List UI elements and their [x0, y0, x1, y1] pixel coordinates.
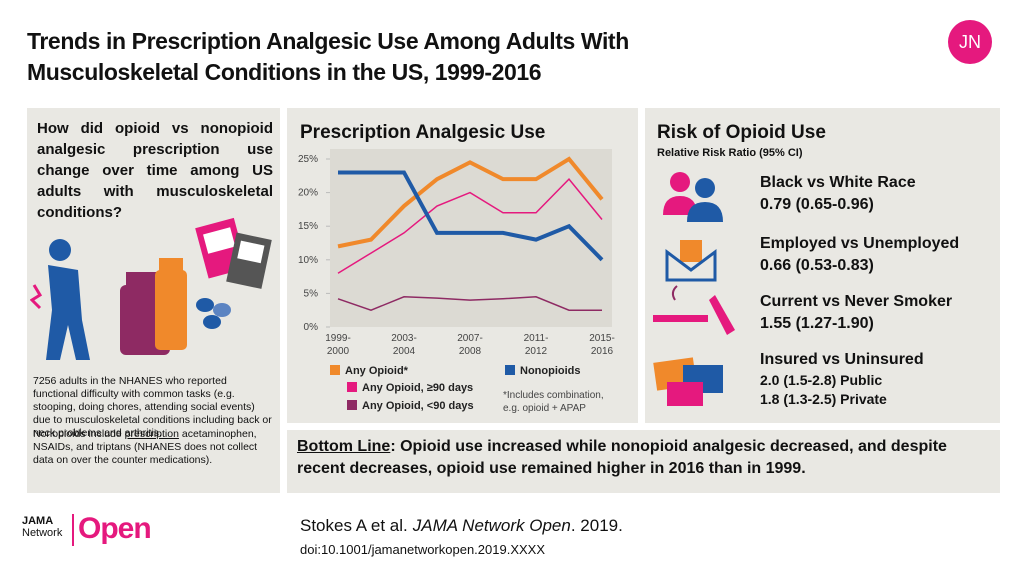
series-line [337, 178, 603, 274]
legend-swatch [347, 400, 357, 410]
risk-label: Current vs Never Smoker [760, 293, 953, 310]
note-underline: prescription [124, 428, 179, 440]
plot-area [330, 149, 612, 327]
risk-value: 1.55 (1.27-1.90) [760, 315, 874, 332]
citation-journal: JAMA Network Open [412, 516, 571, 535]
risk-value: 2.0 (1.5-2.8) Public [760, 372, 883, 388]
risk-icons [653, 172, 735, 406]
chart: 0%5%10%15%20%25%1999-20002003-20042007-2… [298, 149, 615, 414]
citation-doi: doi:10.1001/jamanetworkopen.2019.XXXX [300, 542, 546, 557]
risk-label: Insured vs Uninsured [760, 351, 924, 368]
x-tick-label: 1999- 2000 [325, 333, 351, 357]
x-tick-label: 2011- 2012 [524, 333, 549, 357]
risk-value: 0.66 (0.53-0.83) [760, 257, 874, 274]
x-tick-line: 2003- [391, 333, 417, 344]
risk-subtitle: Relative Risk Ratio (95% CI) [657, 147, 803, 159]
risk-label: Employed vs Unemployed [760, 235, 960, 252]
logo-open: Open [78, 512, 152, 545]
risk-item: Black vs White Race 0.79 (0.65-0.96) [760, 172, 916, 216]
x-tick-line: 1999- [325, 333, 351, 344]
logo-network: Network [22, 527, 63, 539]
x-tick-line: 2011- [524, 333, 549, 344]
x-tick-line: 2000 [327, 346, 350, 357]
risk-title: Risk of Opioid Use [657, 122, 826, 143]
risk-label: Black vs White Race [760, 174, 916, 191]
chart-title: Prescription Analgesic Use [300, 122, 546, 143]
note-text: acetaminophen, NSAIDs, and triptans (NHA… [33, 428, 258, 466]
risk-value: 1.8 (1.3-2.5) Private [760, 391, 887, 407]
risk-item: Insured vs Uninsured 2.0 (1.5-2.8) Public… [760, 349, 924, 409]
citation: Stokes A et al. JAMA Network Open. 2019. [300, 516, 623, 536]
risk-value: 0.79 (0.65-0.96) [760, 196, 874, 213]
legend-swatch [330, 365, 340, 375]
chart-note: e.g. opioid + APAP [503, 403, 586, 414]
series-line [337, 296, 602, 312]
note: Nonopioids include prescription acetamin… [33, 428, 273, 467]
description: 7256 adults in the NHANES who reported f… [33, 375, 272, 439]
x-tick-line: 2004 [393, 346, 416, 357]
x-tick-line: 2012 [525, 346, 548, 357]
x-tick-line: 2016 [591, 346, 614, 357]
y-tick-label: 10% [298, 255, 318, 266]
risk-item: Current vs Never Smoker 1.55 (1.27-1.90) [760, 291, 952, 335]
y-tick-label: 0% [304, 322, 319, 333]
x-tick-label: 2003- 2004 [391, 333, 417, 357]
jn-logo: JN [948, 20, 992, 64]
bottom-panel [287, 430, 1000, 493]
page-title: Trends in Prescription Analgesic Use Amo… [27, 26, 629, 88]
x-tick-line: 2007- [457, 333, 483, 344]
legend-swatch [347, 382, 357, 392]
x-tick-line: 2008 [459, 346, 482, 357]
legend-label: Any Opioid* [345, 365, 409, 377]
title-line: Musculoskeletal Conditions in the US, 19… [27, 59, 542, 85]
logo-jama: JAMA [22, 515, 54, 527]
jn-logo-text: JN [959, 32, 981, 52]
chart-note: *Includes combination, [503, 390, 604, 401]
question: How did opioid vs nonopioid analgesic pr… [37, 120, 273, 221]
legend-label: Any Opioid, ≥90 days [362, 382, 473, 394]
legend-label: Nonopioids [520, 365, 581, 377]
series-line [337, 156, 604, 249]
citation-authors: Stokes A et al. [300, 516, 408, 535]
citation-year: . 2019. [570, 516, 623, 535]
title-line: Trends in Prescription Analgesic Use Amo… [27, 28, 629, 54]
y-tick-label: 25% [298, 154, 318, 165]
legend-swatch [505, 365, 515, 375]
bottom-line-lead: Bottom Line [297, 438, 391, 455]
x-tick-line: 2015- [589, 333, 615, 344]
illustration [30, 217, 272, 360]
y-tick-label: 20% [298, 188, 318, 199]
x-tick-label: 2007- 2008 [457, 333, 483, 357]
note-text: Nonopioids include [33, 428, 125, 440]
bottom-line: Bottom Line: Opioid use increased while … [297, 436, 997, 480]
jama-logo: JAMA Network [22, 515, 62, 539]
x-tick-label: 2015- 2016 [589, 333, 615, 357]
y-tick-label: 15% [298, 221, 318, 232]
bottom-line-text: : Opioid use increased while nonopioid a… [297, 438, 947, 477]
risk-item: Employed vs Unemployed 0.66 (0.53-0.83) [760, 233, 959, 277]
legend-label: Any Opioid, <90 days [362, 400, 474, 412]
series-line [338, 170, 604, 262]
logo-divider [72, 514, 74, 546]
y-tick-label: 5% [304, 288, 319, 299]
